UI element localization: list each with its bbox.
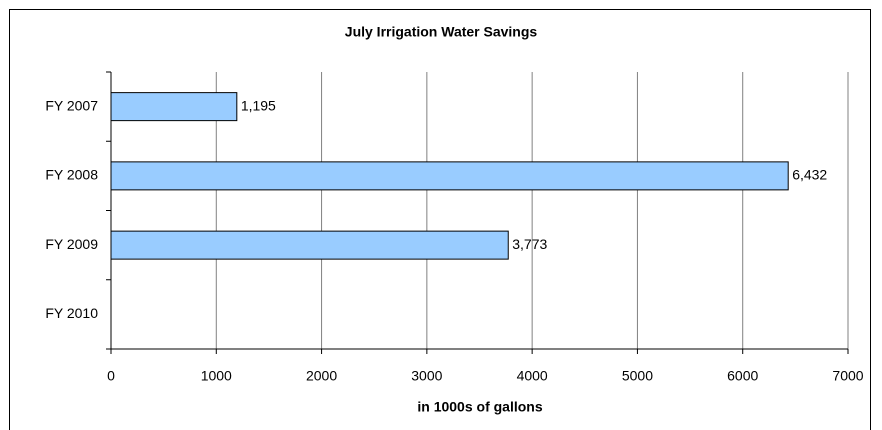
x-tick-label: 4000 — [517, 368, 548, 384]
data-label: 3,773 — [512, 236, 547, 252]
x-tick-label: 3000 — [411, 368, 442, 384]
data-label: 6,432 — [792, 167, 827, 183]
chart-border — [9, 9, 871, 430]
bar — [110, 92, 238, 122]
y-tick-label: FY 2008 — [45, 167, 98, 183]
x-tick-label: 1000 — [201, 368, 232, 384]
data-label: 1,195 — [241, 97, 276, 113]
x-tick-label: 0 — [107, 368, 115, 384]
y-tick-label: FY 2010 — [45, 305, 98, 321]
chart-title: July Irrigation Water Savings — [345, 24, 538, 40]
bar — [110, 161, 789, 191]
x-axis-label: in 1000s of gallons — [417, 399, 542, 415]
bar — [110, 230, 509, 260]
x-tick-label: 5000 — [622, 368, 653, 384]
x-tick-label: 6000 — [727, 368, 758, 384]
x-tick-label: 7000 — [832, 368, 863, 384]
y-tick-label: FY 2009 — [45, 236, 98, 252]
x-tick-label: 2000 — [306, 368, 337, 384]
y-tick-label: FY 2007 — [45, 97, 98, 113]
